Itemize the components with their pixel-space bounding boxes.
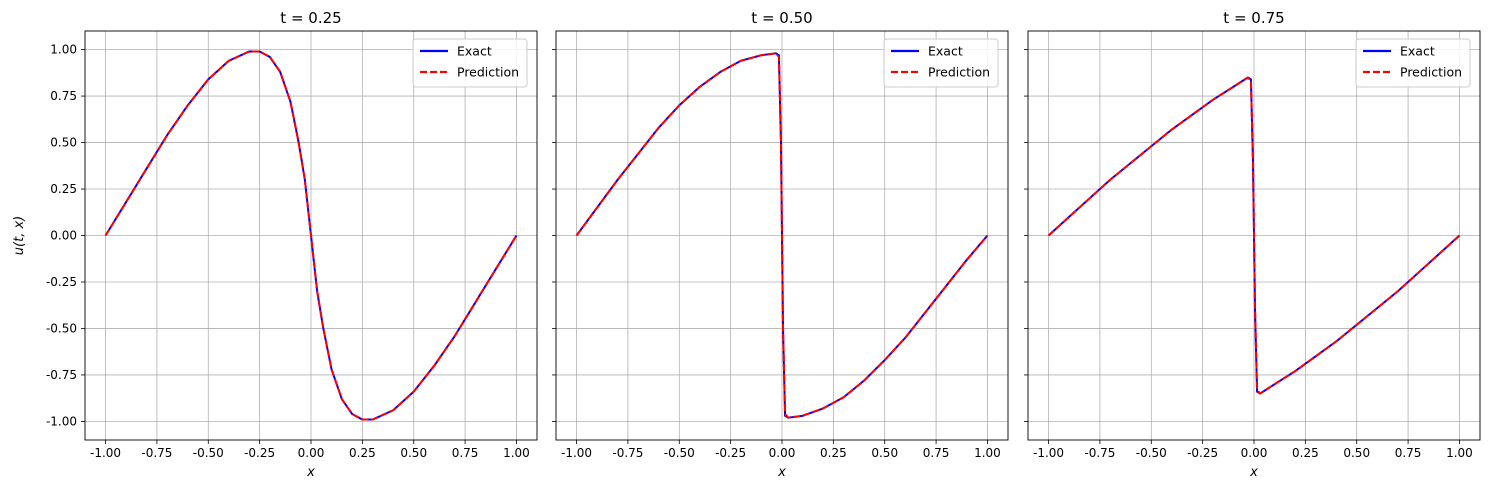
- y-tick-label: 1.00: [50, 43, 77, 57]
- series-line-prediction: [104, 50, 518, 421]
- y-tick-label: -0.50: [46, 321, 77, 335]
- x-tick-label: -0.75: [141, 446, 172, 460]
- x-tick-label: 0.25: [349, 446, 376, 460]
- x-tick-label: 0.50: [400, 446, 427, 460]
- grid: [556, 31, 1008, 440]
- legend: Exact Prediction: [1355, 38, 1471, 88]
- series-line-prediction: [575, 52, 989, 419]
- subplot-title: t = 0.50: [751, 9, 812, 27]
- y-tick-label: 0.25: [50, 182, 77, 196]
- x-tick-label: -0.25: [715, 446, 746, 460]
- x-tick-label: -1.00: [90, 446, 121, 460]
- x-tick-label: 0.75: [1395, 446, 1422, 460]
- x-tick-label: 0.50: [1343, 446, 1370, 460]
- x-tick-label: -0.75: [612, 446, 643, 460]
- x-axis-label: x: [306, 465, 315, 480]
- subplot-3: -1.00 -0.75 -0.50 -0.25 0.00 0.25 0.50 0.75 1.00…: [1024, 9, 1481, 480]
- subplot-2: -1.00 -0.75 -0.50 -0.25 0.00 0.25 0.50 0.75 1.00…: [552, 9, 1009, 480]
- x-tick-label: 0.25: [820, 446, 847, 460]
- x-tick-label: 0.00: [769, 446, 796, 460]
- y-tick-label: 0.00: [50, 229, 77, 243]
- x-tick-label: 0.75: [452, 446, 479, 460]
- legend-label: Prediction: [928, 65, 990, 80]
- x-tick-label: 0.75: [923, 446, 950, 460]
- x-tick-label: -0.50: [664, 446, 695, 460]
- y-tick-label: 0.50: [50, 136, 77, 150]
- legend: Exact Prediction: [883, 38, 999, 88]
- x-tick-label: -1.00: [1033, 446, 1064, 460]
- x-tick-label: 0.25: [1292, 446, 1319, 460]
- legend-label: Prediction: [457, 65, 519, 80]
- legend: Exact Prediction: [412, 38, 528, 88]
- y-tick-label: -0.75: [46, 368, 77, 382]
- legend-label: Exact: [457, 44, 492, 59]
- x-tick-label: -0.50: [193, 446, 224, 460]
- x-tick-label: -1.00: [561, 446, 592, 460]
- y-tick-label: -0.25: [46, 275, 77, 289]
- x-axis-label: x: [777, 465, 786, 480]
- subplot-1: -1.00 -0.75 -0.50 -0.25 0.00 0.25 0.50 0.75 1.00…: [12, 9, 538, 480]
- y-axis-label: u(t, x): [12, 216, 27, 255]
- legend-label: Exact: [928, 44, 963, 59]
- series-line-prediction: [1047, 76, 1461, 395]
- y-tick-label: 0.75: [50, 89, 77, 103]
- subplot-title: t = 0.75: [1223, 9, 1284, 27]
- legend-label: Prediction: [1400, 65, 1462, 80]
- x-axis-label: x: [1249, 465, 1258, 480]
- x-tick-label: -0.25: [244, 446, 275, 460]
- x-tick-label: -0.75: [1084, 446, 1115, 460]
- x-tick-label: 1.00: [974, 446, 1001, 460]
- x-tick-label: 1.00: [1446, 446, 1473, 460]
- x-tick-label: 0.00: [1241, 446, 1268, 460]
- x-tick-label: -0.50: [1136, 446, 1167, 460]
- x-tick-label: 0.50: [871, 446, 898, 460]
- x-tick-label: 0.00: [298, 446, 325, 460]
- subplot-title: t = 0.25: [280, 9, 341, 27]
- x-tick-label: 1.00: [503, 446, 530, 460]
- x-tick-label: -0.25: [1187, 446, 1218, 460]
- legend-label: Exact: [1400, 44, 1435, 59]
- y-tick-label: -1.00: [46, 414, 77, 428]
